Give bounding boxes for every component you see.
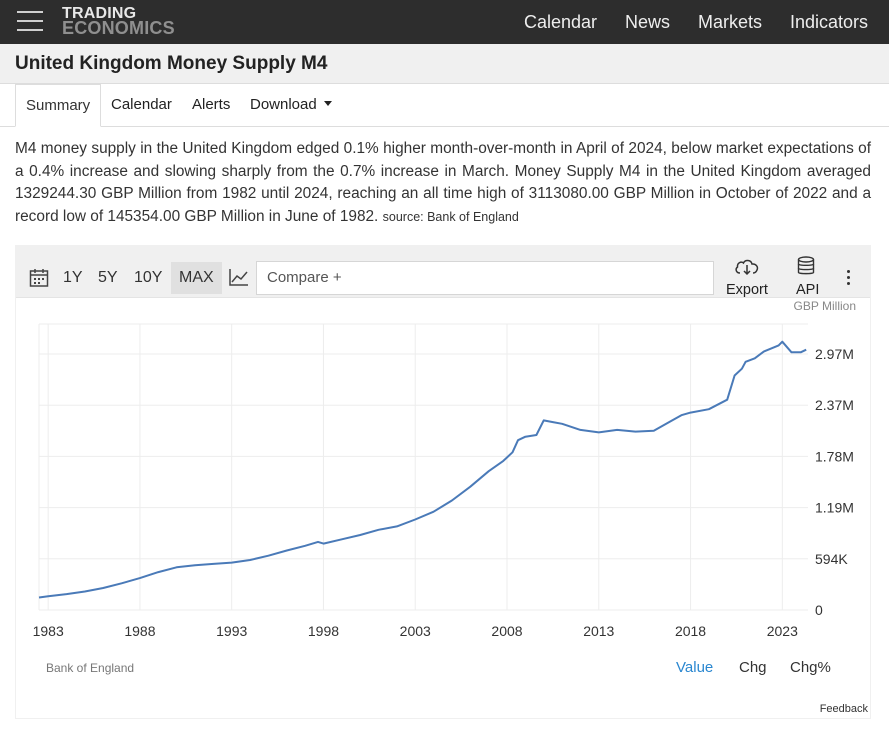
y-tick-label: 1.78M (815, 448, 854, 464)
description-source: source: Bank of England (382, 209, 519, 224)
nav-calendar[interactable]: Calendar (524, 12, 598, 32)
export-button[interactable]: Export (726, 282, 768, 298)
description-text: M4 money supply in the United Kingdom ed… (15, 140, 871, 225)
chart-toolbar: 1Y 5Y 10Y MAX Compare + Export API (16, 246, 870, 298)
chart-source: Bank of England (46, 661, 135, 675)
page-title: United Kingdom Money Supply M4 (15, 53, 328, 74)
x-tick-label: 1983 (33, 623, 64, 639)
nav-news[interactable]: News (625, 12, 671, 32)
compare-input[interactable]: Compare + (256, 261, 714, 295)
x-tick-label: 1998 (308, 623, 339, 639)
x-tick-label: 2008 (491, 623, 522, 639)
x-tick-label: 1988 (124, 623, 155, 639)
mode-value[interactable]: Value (676, 659, 714, 676)
y-tick-label: 2.37M (815, 397, 854, 413)
range-max[interactable]: MAX (171, 262, 222, 294)
hamburger-menu-icon[interactable] (17, 11, 43, 31)
tab-download[interactable]: Download (250, 96, 332, 113)
line-chart-icon[interactable] (229, 268, 249, 286)
x-tick-label: 2003 (400, 623, 431, 639)
y-tick-label: 0 (815, 602, 823, 618)
tab-summary[interactable]: Summary (15, 84, 102, 127)
database-icon[interactable] (797, 256, 815, 276)
y-tick-label: 1.19M (815, 500, 854, 516)
summary-description: M4 money supply in the United Kingdom ed… (15, 138, 871, 228)
nav-markets[interactable]: Markets (698, 12, 763, 32)
x-tick-label: 1993 (216, 623, 247, 639)
mode-chg-percent[interactable]: Chg% (790, 659, 831, 676)
y-tick-label: 2.97M (815, 346, 854, 362)
brand-line1: TRADING (62, 5, 137, 22)
x-tick-label: 2013 (583, 623, 614, 639)
x-tick-label: 2018 (675, 623, 706, 639)
mode-chg[interactable]: Chg (739, 659, 767, 676)
calendar-icon[interactable] (29, 268, 49, 288)
tab-alerts[interactable]: Alerts (192, 96, 231, 113)
tab-calendar[interactable]: Calendar (111, 96, 172, 113)
unit-label: GBP Million (793, 299, 856, 313)
y-tick-label: 594K (815, 551, 848, 567)
more-options-icon[interactable] (847, 270, 851, 288)
tab-bar: Summary Calendar Alerts Download (0, 84, 889, 127)
chart-container: 1Y 5Y 10Y MAX Compare + Export API GBP M… (15, 245, 871, 719)
range-5y[interactable]: 5Y (98, 269, 118, 286)
brand-line2: ECONOMICS (62, 18, 175, 38)
series-line (38, 340, 807, 599)
nav-indicators[interactable]: Indicators (790, 12, 869, 32)
line-chart: 1983 1988 1993 1998 2003 2008 2013 2018 2023 0 594… (33, 323, 854, 639)
top-navbar: TRADING ECONOMICS Calendar News Markets … (0, 0, 889, 44)
tab-download-label: Download (250, 96, 317, 113)
range-1y[interactable]: 1Y (63, 269, 83, 286)
cloud-download-icon[interactable] (734, 258, 760, 276)
x-tick-label: 2023 (767, 623, 798, 639)
caret-down-icon (323, 101, 332, 106)
range-10y[interactable]: 10Y (134, 269, 163, 286)
feedback-link[interactable]: Feedback (819, 703, 868, 715)
brand-logo[interactable]: TRADING ECONOMICS (62, 5, 175, 38)
title-bar: United Kingdom Money Supply M4 (0, 44, 889, 84)
api-button[interactable]: API (796, 282, 820, 298)
